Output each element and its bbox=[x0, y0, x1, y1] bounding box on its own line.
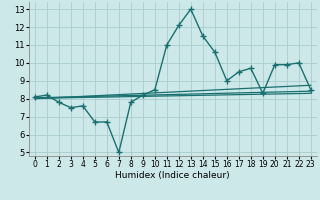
X-axis label: Humidex (Indice chaleur): Humidex (Indice chaleur) bbox=[116, 171, 230, 180]
